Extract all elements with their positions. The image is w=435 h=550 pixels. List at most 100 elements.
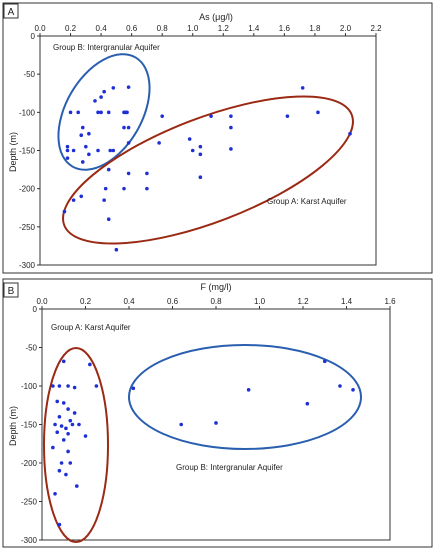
- data-point: [160, 114, 164, 118]
- data-point: [66, 449, 70, 454]
- data-point: [79, 133, 84, 138]
- y-tick-label: -300: [21, 536, 38, 545]
- y-tick-label: -250: [21, 498, 38, 507]
- panel-a-ticks: 0.0 0.2 0.4 0.6 0.8 1.0 1.2 1.4 1.6 1.8 2.0 2.2 0 -50…: [19, 24, 382, 270]
- data-point: [71, 198, 76, 202]
- data-point: [72, 385, 77, 390]
- x-tick-label: 1.0: [187, 24, 199, 33]
- data-point: [51, 384, 55, 388]
- data-point: [57, 522, 62, 527]
- data-point: [59, 424, 64, 428]
- data-point: [322, 359, 327, 364]
- data-point: [64, 472, 68, 477]
- x-tick-label: 0.6: [126, 24, 138, 33]
- panel-b-points: [51, 359, 355, 527]
- data-point: [145, 186, 149, 191]
- x-tick-label: 0.8: [157, 24, 169, 33]
- data-point: [96, 110, 100, 115]
- data-point: [57, 384, 62, 388]
- panel-a-group-b-ellipse: [57, 53, 151, 171]
- x-tick-label: 1.0: [254, 297, 266, 306]
- data-point: [338, 384, 342, 388]
- panel-a-x-axis-title: As (μg/l): [199, 12, 233, 22]
- data-point: [131, 386, 136, 391]
- data-point: [99, 110, 103, 115]
- data-point: [71, 148, 76, 153]
- x-tick-label: 1.6: [279, 24, 291, 33]
- data-point: [246, 388, 251, 392]
- panel-b-group-b-label: Group B: Intergranular Aquifer: [176, 463, 283, 472]
- data-point: [111, 148, 116, 153]
- data-point: [68, 418, 73, 423]
- data-point: [53, 492, 57, 496]
- data-point: [57, 468, 62, 473]
- data-point: [72, 411, 77, 415]
- data-point: [157, 141, 161, 145]
- y-tick-label: -50: [23, 70, 35, 79]
- x-tick-label: 1.8: [309, 24, 321, 33]
- data-point: [285, 114, 290, 118]
- data-point: [229, 147, 233, 151]
- data-point: [106, 167, 111, 172]
- data-point: [316, 110, 320, 115]
- data-point: [53, 422, 57, 427]
- data-point: [108, 148, 113, 153]
- data-point: [102, 198, 106, 202]
- panel-a-plot-area: [39, 35, 377, 266]
- data-point: [126, 171, 131, 176]
- data-point: [93, 99, 97, 103]
- data-point: [77, 422, 81, 427]
- x-tick-label: 0.0: [34, 24, 46, 33]
- panel-b-group-a-ellipse: [43, 347, 109, 543]
- panel-a-points: [62, 85, 352, 252]
- data-point: [348, 131, 352, 136]
- x-tick-label: 0.2: [80, 297, 92, 306]
- y-tick-label: -100: [21, 382, 38, 391]
- data-point: [61, 438, 66, 442]
- y-tick-label: -200: [19, 185, 36, 194]
- y-tick-label: -150: [19, 147, 36, 156]
- data-point: [68, 461, 73, 465]
- x-tick-label: 1.6: [384, 297, 396, 306]
- data-point: [209, 114, 213, 118]
- data-point: [65, 148, 70, 153]
- data-point: [305, 401, 310, 406]
- data-point: [84, 144, 88, 149]
- data-point: [102, 89, 106, 94]
- data-point: [122, 186, 126, 191]
- panel-b-ticks: 0.0 0.2 0.4 0.6 0.8 1.0 1.2 1.4 1.6 0 -50 -100 -150 -…: [21, 297, 396, 545]
- panel-b-y-axis-title: Depth (m): [8, 406, 18, 446]
- x-tick-label: 0.6: [167, 297, 179, 306]
- panel-a-y-axis-title: Depth (m): [8, 132, 18, 172]
- data-point: [94, 384, 99, 388]
- data-point: [79, 194, 84, 199]
- data-point: [83, 434, 88, 438]
- data-point: [61, 359, 66, 364]
- panel-a: A As (μg/l) Depth (m) 0.0 0.2 0.4 0.6 0.8 1.0…: [2, 2, 433, 274]
- data-point: [198, 175, 203, 180]
- data-point: [88, 362, 92, 367]
- panel-a-group-a-ellipse: [62, 95, 354, 245]
- data-point: [76, 110, 80, 115]
- y-tick-label: -50: [25, 344, 37, 353]
- data-point: [187, 137, 192, 141]
- data-point: [66, 431, 70, 436]
- panel-b-x-axis-title: F (mg/l): [201, 282, 232, 292]
- x-tick-label: 0.8: [210, 297, 222, 306]
- x-tick-label: 1.2: [297, 297, 309, 306]
- panel-a-group-b-label: Group B: Intergranular Aquifer: [53, 43, 160, 52]
- data-point: [51, 445, 55, 450]
- panel-b-group-b-ellipse: [128, 344, 362, 450]
- data-point: [99, 95, 103, 99]
- panel-b-letter: B: [8, 286, 15, 297]
- data-point: [70, 422, 75, 427]
- x-tick-label: 2.2: [370, 24, 382, 33]
- data-point: [66, 384, 70, 388]
- panel-a-group-a-label: Group A: Karst Aquifer: [267, 197, 347, 206]
- data-point: [229, 114, 233, 118]
- panel-b: B F (mg/l) Depth (m) 0.0 0.2 0.4 0.6 0.8 1.0 1…: [2, 278, 433, 548]
- panel-b-frame: [2, 278, 433, 548]
- data-point: [126, 125, 131, 130]
- data-point: [62, 209, 67, 214]
